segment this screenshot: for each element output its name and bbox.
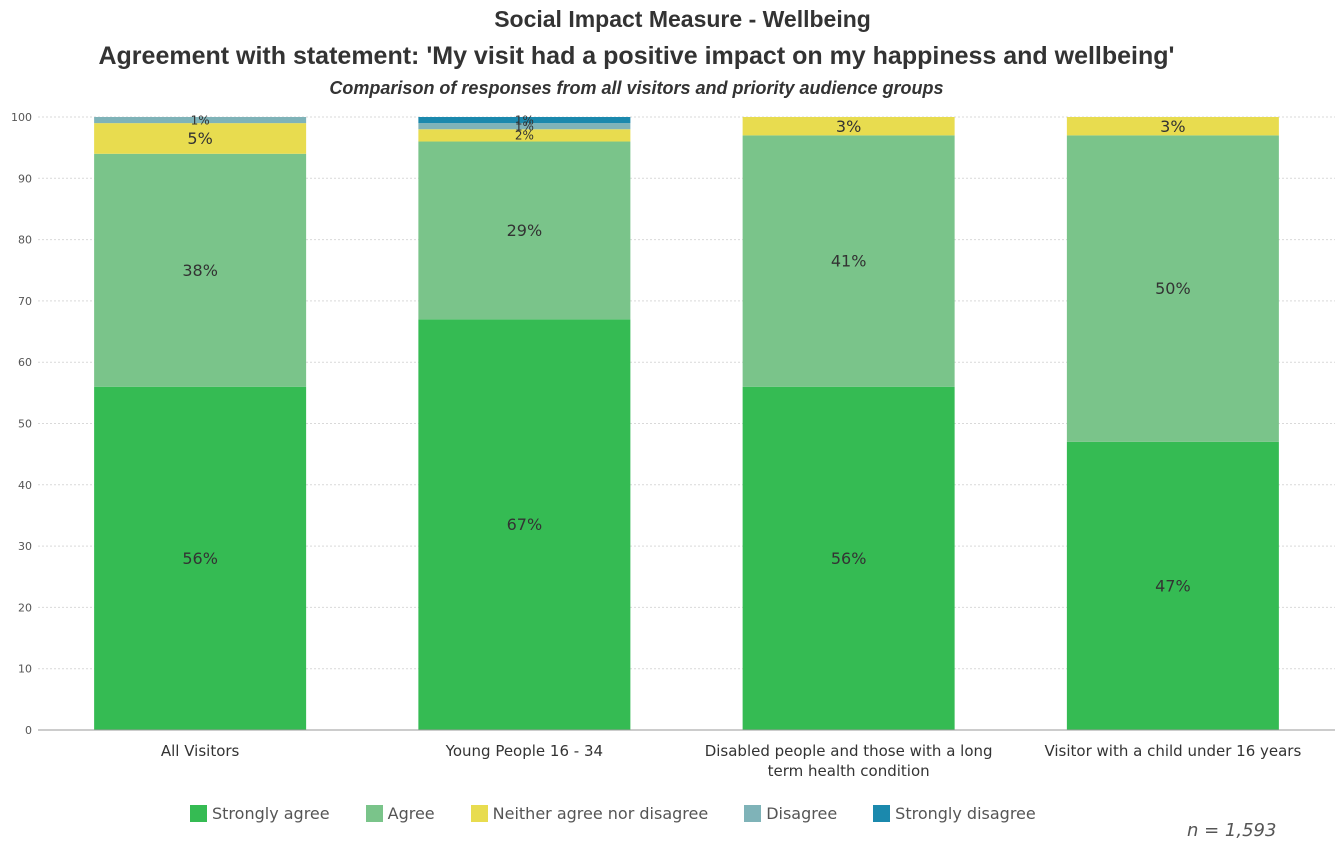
legend-swatch [365, 805, 383, 822]
bars [94, 117, 1279, 730]
bar-segment-neither-agree-nor-disagree-0 [94, 123, 307, 154]
bar-segment-agree-2 [742, 135, 955, 387]
y-tick-label-0: 0 [25, 724, 32, 737]
x-tick-label: term health condition [768, 762, 930, 780]
data-label: 56% [182, 549, 218, 568]
y-tick-label-10: 10 [18, 663, 32, 676]
bar-segment-neither-agree-nor-disagree-2 [742, 117, 955, 136]
legend-label: Strongly agree [212, 804, 330, 823]
data-label: 50% [1155, 279, 1191, 298]
y-tick-label-90: 90 [18, 172, 32, 185]
sample-size-note: n = 1,593 [1187, 820, 1277, 841]
data-label: 38% [182, 261, 218, 280]
bar-segment-agree-1 [418, 141, 631, 320]
y-tick-label-80: 80 [18, 234, 32, 247]
stacked-bar-chart: 56%38%5%1%67%29%2%1%1%56%41%3%47%50%3% 0… [11, 111, 1335, 780]
data-label: 1% [515, 113, 534, 127]
bar-segment-disagree-1 [418, 123, 631, 130]
bar-segment-strongly-agree-2 [742, 386, 955, 730]
data-label: 67% [507, 515, 543, 534]
bar-segment-strongly-agree-1 [418, 319, 631, 730]
y-tick-label-70: 70 [18, 295, 32, 308]
y-tick-label-30: 30 [18, 540, 32, 553]
legend-item-disagree: Disagree [744, 804, 837, 823]
legend-label: Agree [387, 804, 435, 823]
legend-label: Strongly disagree [895, 804, 1036, 823]
chart-subtitle: Comparison of responses from all visitor… [329, 78, 944, 98]
legend-item-strongly-disagree: Strongly disagree [873, 804, 1036, 823]
bar-segment-strongly-agree-0 [94, 386, 307, 730]
legend-swatch [873, 805, 891, 822]
legend-item-neither-agree-nor-disagree: Neither agree nor disagree [470, 804, 709, 823]
data-label: 56% [831, 549, 867, 568]
legend-swatch [190, 805, 207, 822]
bar-segment-neither-agree-nor-disagree-3 [1066, 117, 1279, 136]
data-label: 1% [191, 113, 210, 127]
axes: 0 10 20 30 40 50 60 70 80 90 100 All Visitors Young … [11, 111, 1335, 780]
y-tick-label-100: 100 [11, 111, 32, 124]
legend-item-agree: Agree [365, 804, 435, 823]
legend-swatch [470, 805, 488, 822]
data-label: 2% [515, 129, 534, 143]
data-label: 41% [831, 252, 867, 271]
y-tick-label-50: 50 [18, 418, 32, 431]
data-label: 3% [836, 117, 861, 136]
x-tick-label: Young People 16 - 34 [445, 742, 603, 760]
data-label: 29% [507, 221, 543, 240]
data-label: 5% [187, 129, 212, 148]
data-labels: 56%38%5%1%67%29%2%1%1%56%41%3%47%50%3% [182, 113, 1190, 595]
chart-title: Social Impact Measure - Wellbeing [494, 6, 871, 32]
data-label: 3% [1160, 117, 1185, 136]
legend-label: Disagree [766, 804, 838, 823]
x-tick-label: Disabled people and those with a long [705, 742, 993, 760]
data-label: 1% [515, 119, 534, 133]
data-label: 47% [1155, 577, 1191, 596]
legend-label: Neither agree nor disagree [492, 804, 709, 823]
bar-segment-neither-agree-nor-disagree-1 [418, 129, 631, 142]
bar-segment-agree-0 [94, 153, 307, 387]
bar-segment-agree-3 [1066, 135, 1279, 442]
legend: Strongly agree Agree Neither agree nor dis… [190, 804, 1072, 823]
x-tick-label: All Visitors [161, 742, 240, 760]
bar-segment-disagree-0 [94, 117, 307, 124]
x-tick-label: Visitor with a child under 16 years [1044, 742, 1301, 760]
bar-segment-strongly-disagree-1 [418, 117, 631, 124]
bar-segment-strongly-agree-3 [1066, 441, 1279, 730]
legend-item-strongly-agree: Strongly agree [190, 804, 330, 823]
chart-statement: Agreement with statement: 'My visit had … [98, 42, 1175, 70]
legend-swatch [744, 805, 762, 822]
y-tick-label-60: 60 [18, 356, 32, 369]
y-tick-label-40: 40 [18, 479, 32, 492]
y-tick-label-20: 20 [18, 601, 32, 614]
